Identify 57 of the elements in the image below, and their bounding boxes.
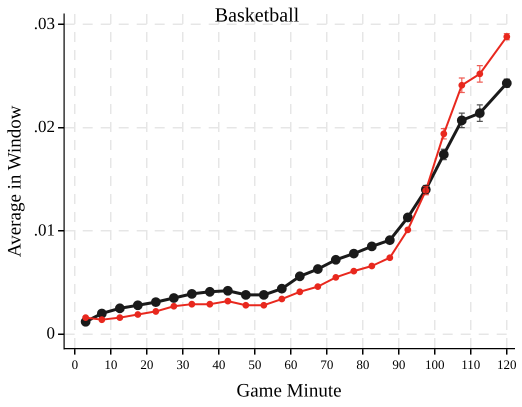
x-tick-label: 0 [72, 356, 78, 372]
point [312, 264, 323, 274]
x-tick-label: 20 [140, 356, 154, 372]
point [296, 288, 304, 296]
point [258, 290, 269, 300]
y-tick-label: 0 [46, 324, 56, 343]
x-tick-label: 90 [392, 356, 406, 372]
point [98, 316, 106, 324]
point [170, 302, 178, 310]
chart-title: Basketball [214, 4, 300, 26]
y-axis-title: Average in Window [4, 105, 26, 258]
point [294, 271, 305, 282]
point [330, 254, 341, 265]
x-tick-label: 70 [320, 356, 334, 372]
x-tick-label: 80 [356, 356, 370, 372]
x-tick-label: 120 [497, 356, 517, 372]
point [384, 235, 395, 246]
x-tick-label: 60 [284, 356, 298, 372]
y-tick-label: .02 [34, 117, 56, 136]
x-tick-label: 40 [212, 356, 226, 372]
point [240, 290, 251, 300]
point [206, 300, 214, 308]
x-tick-label: 10 [104, 356, 118, 372]
point [314, 283, 322, 290]
point [96, 308, 107, 318]
x-tick-label: 50 [248, 356, 262, 372]
point [260, 302, 268, 309]
point [366, 241, 377, 252]
point [278, 296, 286, 302]
point [134, 311, 142, 318]
point [204, 286, 215, 297]
point [350, 268, 358, 275]
point [186, 288, 197, 299]
y-tick-label: .01 [34, 220, 56, 240]
point [132, 300, 143, 310]
y-tick-label: .03 [34, 14, 56, 33]
point [168, 293, 179, 303]
x-tick-label: 100 [425, 356, 445, 372]
point [116, 314, 124, 322]
point [276, 284, 287, 294]
x-tick-label: 30 [176, 356, 190, 372]
point [188, 300, 196, 308]
point [402, 212, 413, 222]
point [386, 254, 394, 262]
point [332, 274, 340, 281]
point [222, 286, 233, 296]
point [114, 303, 125, 314]
point [224, 298, 232, 304]
x-tick-label: 110 [461, 356, 480, 372]
point [242, 302, 250, 309]
point [82, 314, 90, 322]
point [404, 226, 412, 234]
point [348, 248, 359, 258]
x-axis-title: Game Minute [236, 380, 342, 402]
point [152, 308, 160, 315]
point [150, 297, 161, 308]
point [368, 262, 376, 270]
